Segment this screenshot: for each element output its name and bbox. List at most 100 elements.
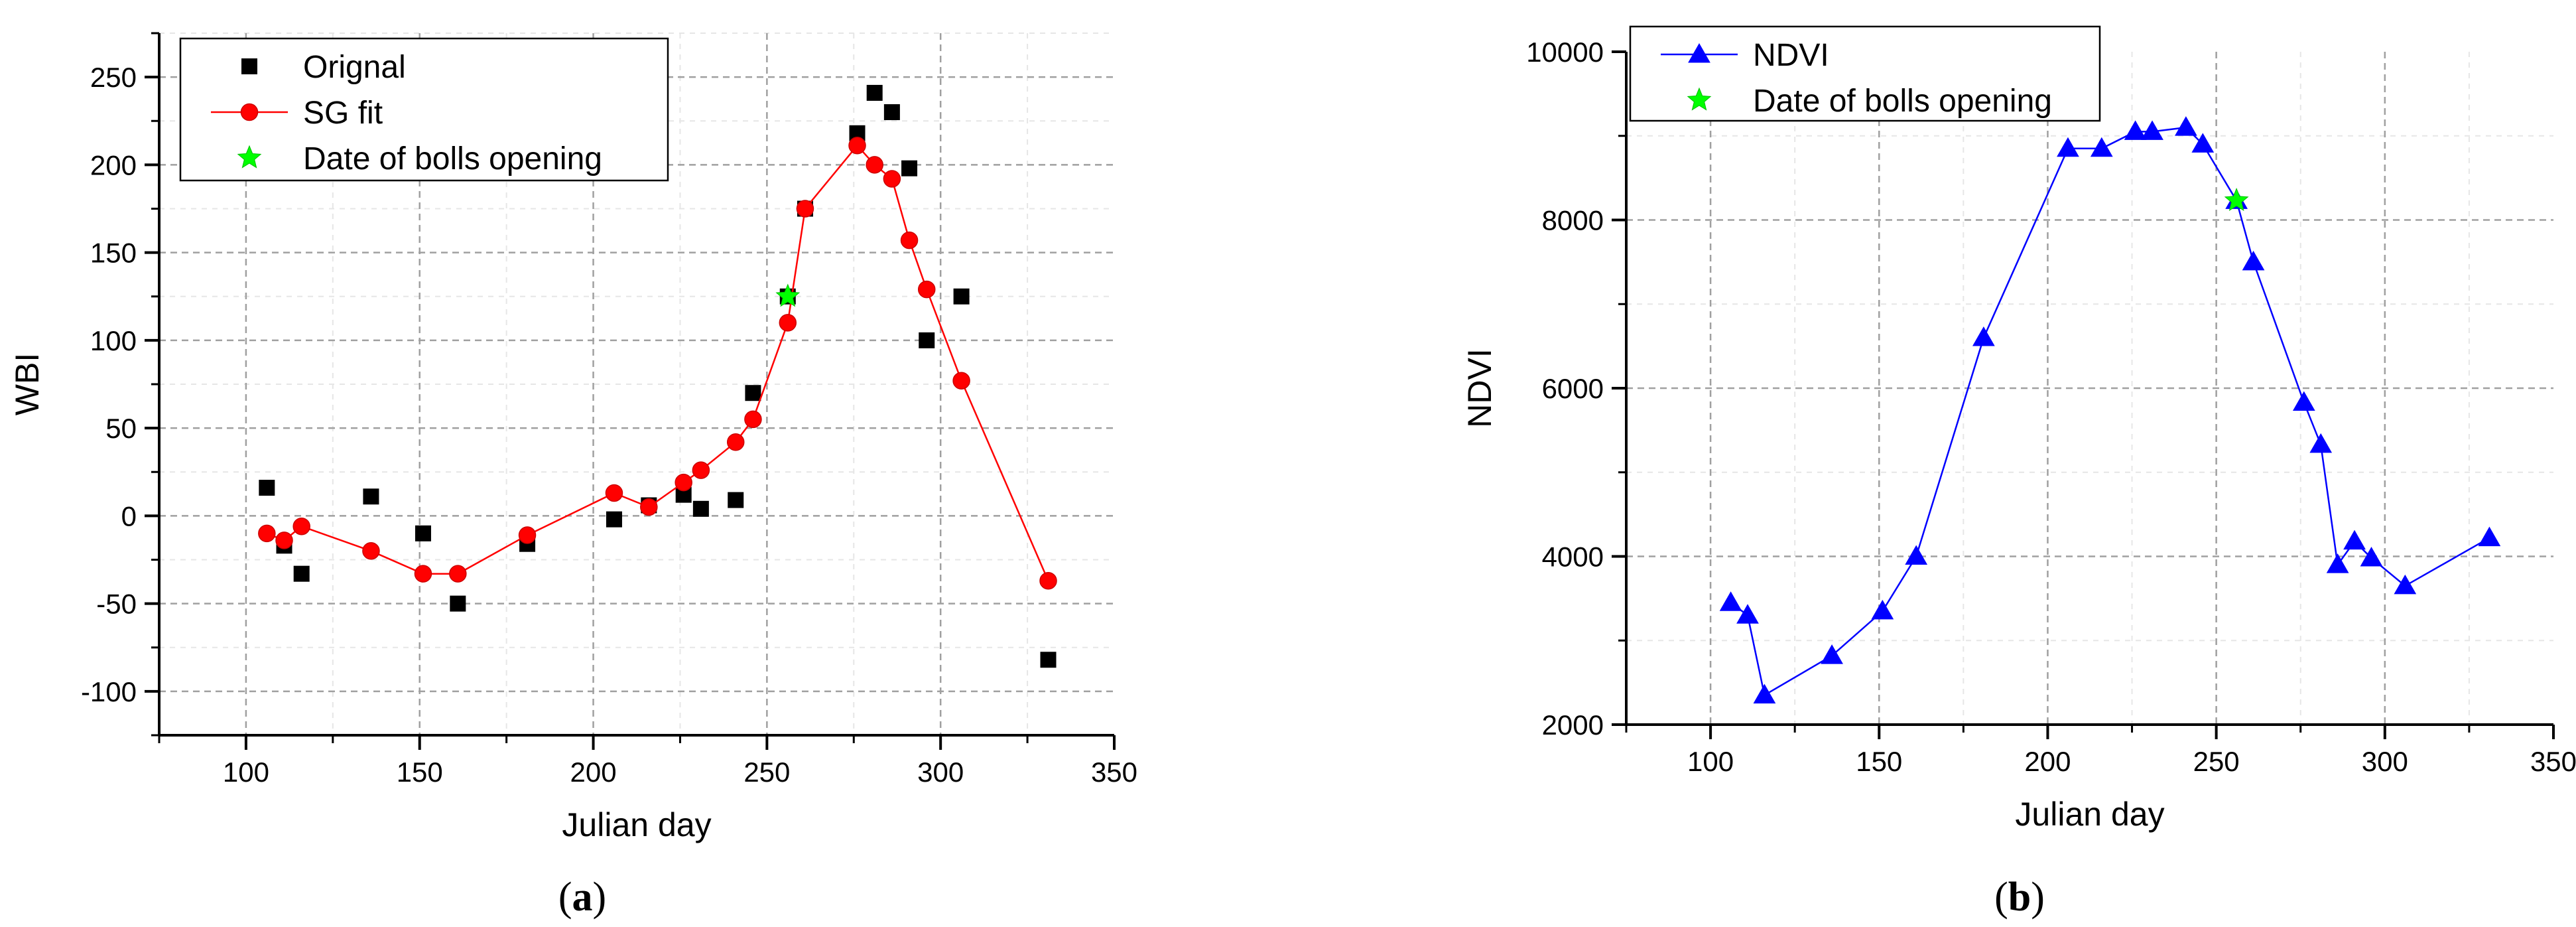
triangle-point [2292,391,2315,411]
legend: Orignal SG fit Date of bolls opening [179,37,669,182]
triangle-point [2175,116,2197,136]
square-point [745,385,761,401]
circle-point [917,280,936,299]
square-point [450,595,466,612]
circle-point [640,498,658,516]
y-tick-label: 8000 [1542,205,1604,236]
star-point [775,283,801,307]
legend-box [1629,25,2101,122]
y-tick-label: 150 [90,238,137,269]
legend-marker [1687,87,1712,111]
legend-marker [240,103,259,121]
square-point [953,288,970,305]
square-point [883,104,900,121]
y-tick-label: -50 [96,589,137,620]
plot-area [258,84,1057,668]
legend-label: Date of bolls opening [1753,84,2052,119]
legend-label: NDVI [1753,38,1829,73]
circle-point [449,565,467,583]
x-axis-label: Julian day [562,806,711,843]
panel-caption: (a) [558,875,606,920]
grid [1626,52,2553,725]
legend-marker [237,145,262,169]
star-point [2224,187,2249,211]
triangle-point [2360,547,2383,567]
triangle-point [2326,553,2349,573]
x-tick-label: 250 [743,756,790,788]
triangle-point [2057,137,2079,157]
triangle-point [2090,137,2113,157]
triangle-point [1719,591,1742,611]
square-point [919,332,935,348]
circle-point [292,517,310,535]
legend-label: Orignal [303,50,406,85]
axes: 100 150 200 250 300 350 -100 -50 0 50 100 150 200 250 [81,32,1137,788]
circle-point [675,473,692,492]
y-tick-label: 10000 [1526,36,1604,68]
triangle-point [2309,433,2333,453]
triangle-point [1871,599,1894,620]
triangle-point [1972,326,1995,346]
circle-point [726,433,745,451]
y-tick-label: 50 [105,413,137,444]
square-point [606,511,622,528]
x-tick-label: 200 [2024,746,2071,777]
y-tick-label: 6000 [1542,373,1604,404]
y-tick-label: 4000 [1542,541,1604,573]
triangle-point [2242,250,2265,271]
series-line [1730,126,2490,697]
circle-point [866,156,883,174]
y-tick-label: 250 [90,62,137,93]
triangle-point [2124,120,2147,140]
legend-label: Date of bolls opening [303,141,602,177]
triangle-point [1905,545,1928,565]
axes: 100 150 200 250 300 350 2000 4000 6000 8000 10000 [1526,36,2576,777]
y-tick-label: -100 [81,676,137,707]
square-point [1040,652,1057,668]
circle-point [605,484,623,502]
y-tick-label: 2000 [1542,709,1604,741]
y-tick-label: 0 [121,500,137,532]
x-tick-label: 100 [223,756,269,788]
square-point [728,492,744,508]
circle-point [883,170,901,188]
square-point [363,488,379,505]
triangle-point [2141,120,2163,140]
circle-point [275,532,293,549]
circle-point [779,314,797,332]
legend: NDVI Date of bolls opening [1629,25,2101,122]
series-sg-fit [258,137,1057,590]
circle-point [900,231,919,250]
triangle-point [2478,526,2501,547]
triangle-point [2191,133,2215,153]
x-tick-label: 300 [2362,746,2408,777]
y-tick-label: 200 [90,149,137,180]
circle-point [518,526,537,544]
y-tick-label: 100 [90,325,137,356]
triangle-point [2343,530,2366,550]
circle-point [362,542,380,560]
series-date-of-bolls-opening [775,283,801,307]
circle-point [744,410,762,429]
legend-box [179,37,669,182]
square-point [692,500,709,517]
square-point [901,160,918,177]
x-tick-label: 350 [1091,756,1137,788]
square-point [866,84,883,101]
x-tick-label: 350 [2530,746,2576,777]
series-line [266,144,1049,581]
x-tick-label: 100 [1687,746,1734,777]
x-tick-label: 300 [917,756,964,788]
square-point [415,525,431,541]
circle-point [414,565,432,583]
chart-panel-a: 100 150 200 250 300 350 -100 -50 0 50 100 150 200 250… [9,32,1137,920]
x-tick-label: 150 [1856,746,1902,777]
triangle-point [1821,644,1843,664]
square-point [259,480,275,496]
triangle-point [1753,683,1776,704]
circle-point [1039,571,1057,590]
legend-marker [1688,42,1710,63]
triangle-point [1736,604,1759,624]
x-tick-label: 200 [570,756,617,788]
